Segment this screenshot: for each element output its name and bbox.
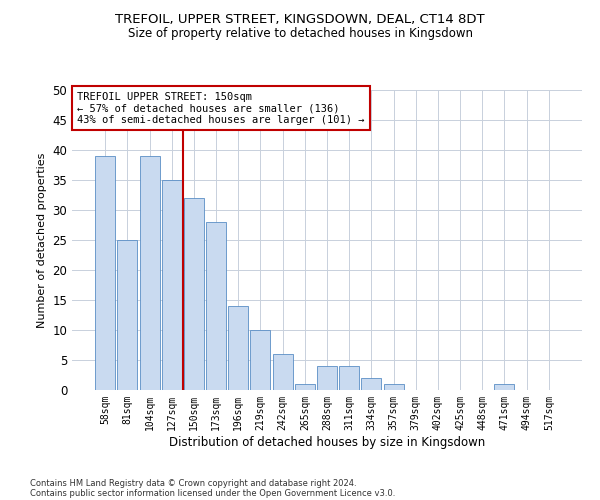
Bar bbox=[317, 366, 337, 390]
Bar bbox=[494, 384, 514, 390]
Text: Contains public sector information licensed under the Open Government Licence v3: Contains public sector information licen… bbox=[30, 488, 395, 498]
Bar bbox=[162, 180, 182, 390]
Bar bbox=[95, 156, 115, 390]
Y-axis label: Number of detached properties: Number of detached properties bbox=[37, 152, 47, 328]
Text: TREFOIL, UPPER STREET, KINGSDOWN, DEAL, CT14 8DT: TREFOIL, UPPER STREET, KINGSDOWN, DEAL, … bbox=[115, 12, 485, 26]
Text: TREFOIL UPPER STREET: 150sqm
← 57% of detached houses are smaller (136)
43% of s: TREFOIL UPPER STREET: 150sqm ← 57% of de… bbox=[77, 92, 365, 124]
Bar bbox=[184, 198, 204, 390]
Bar bbox=[383, 384, 404, 390]
Bar bbox=[250, 330, 271, 390]
Bar bbox=[339, 366, 359, 390]
Bar bbox=[140, 156, 160, 390]
Text: Size of property relative to detached houses in Kingsdown: Size of property relative to detached ho… bbox=[128, 28, 473, 40]
Text: Contains HM Land Registry data © Crown copyright and database right 2024.: Contains HM Land Registry data © Crown c… bbox=[30, 478, 356, 488]
Bar bbox=[206, 222, 226, 390]
Bar bbox=[118, 240, 137, 390]
Bar bbox=[228, 306, 248, 390]
Bar bbox=[272, 354, 293, 390]
X-axis label: Distribution of detached houses by size in Kingsdown: Distribution of detached houses by size … bbox=[169, 436, 485, 448]
Bar bbox=[361, 378, 382, 390]
Bar bbox=[295, 384, 315, 390]
